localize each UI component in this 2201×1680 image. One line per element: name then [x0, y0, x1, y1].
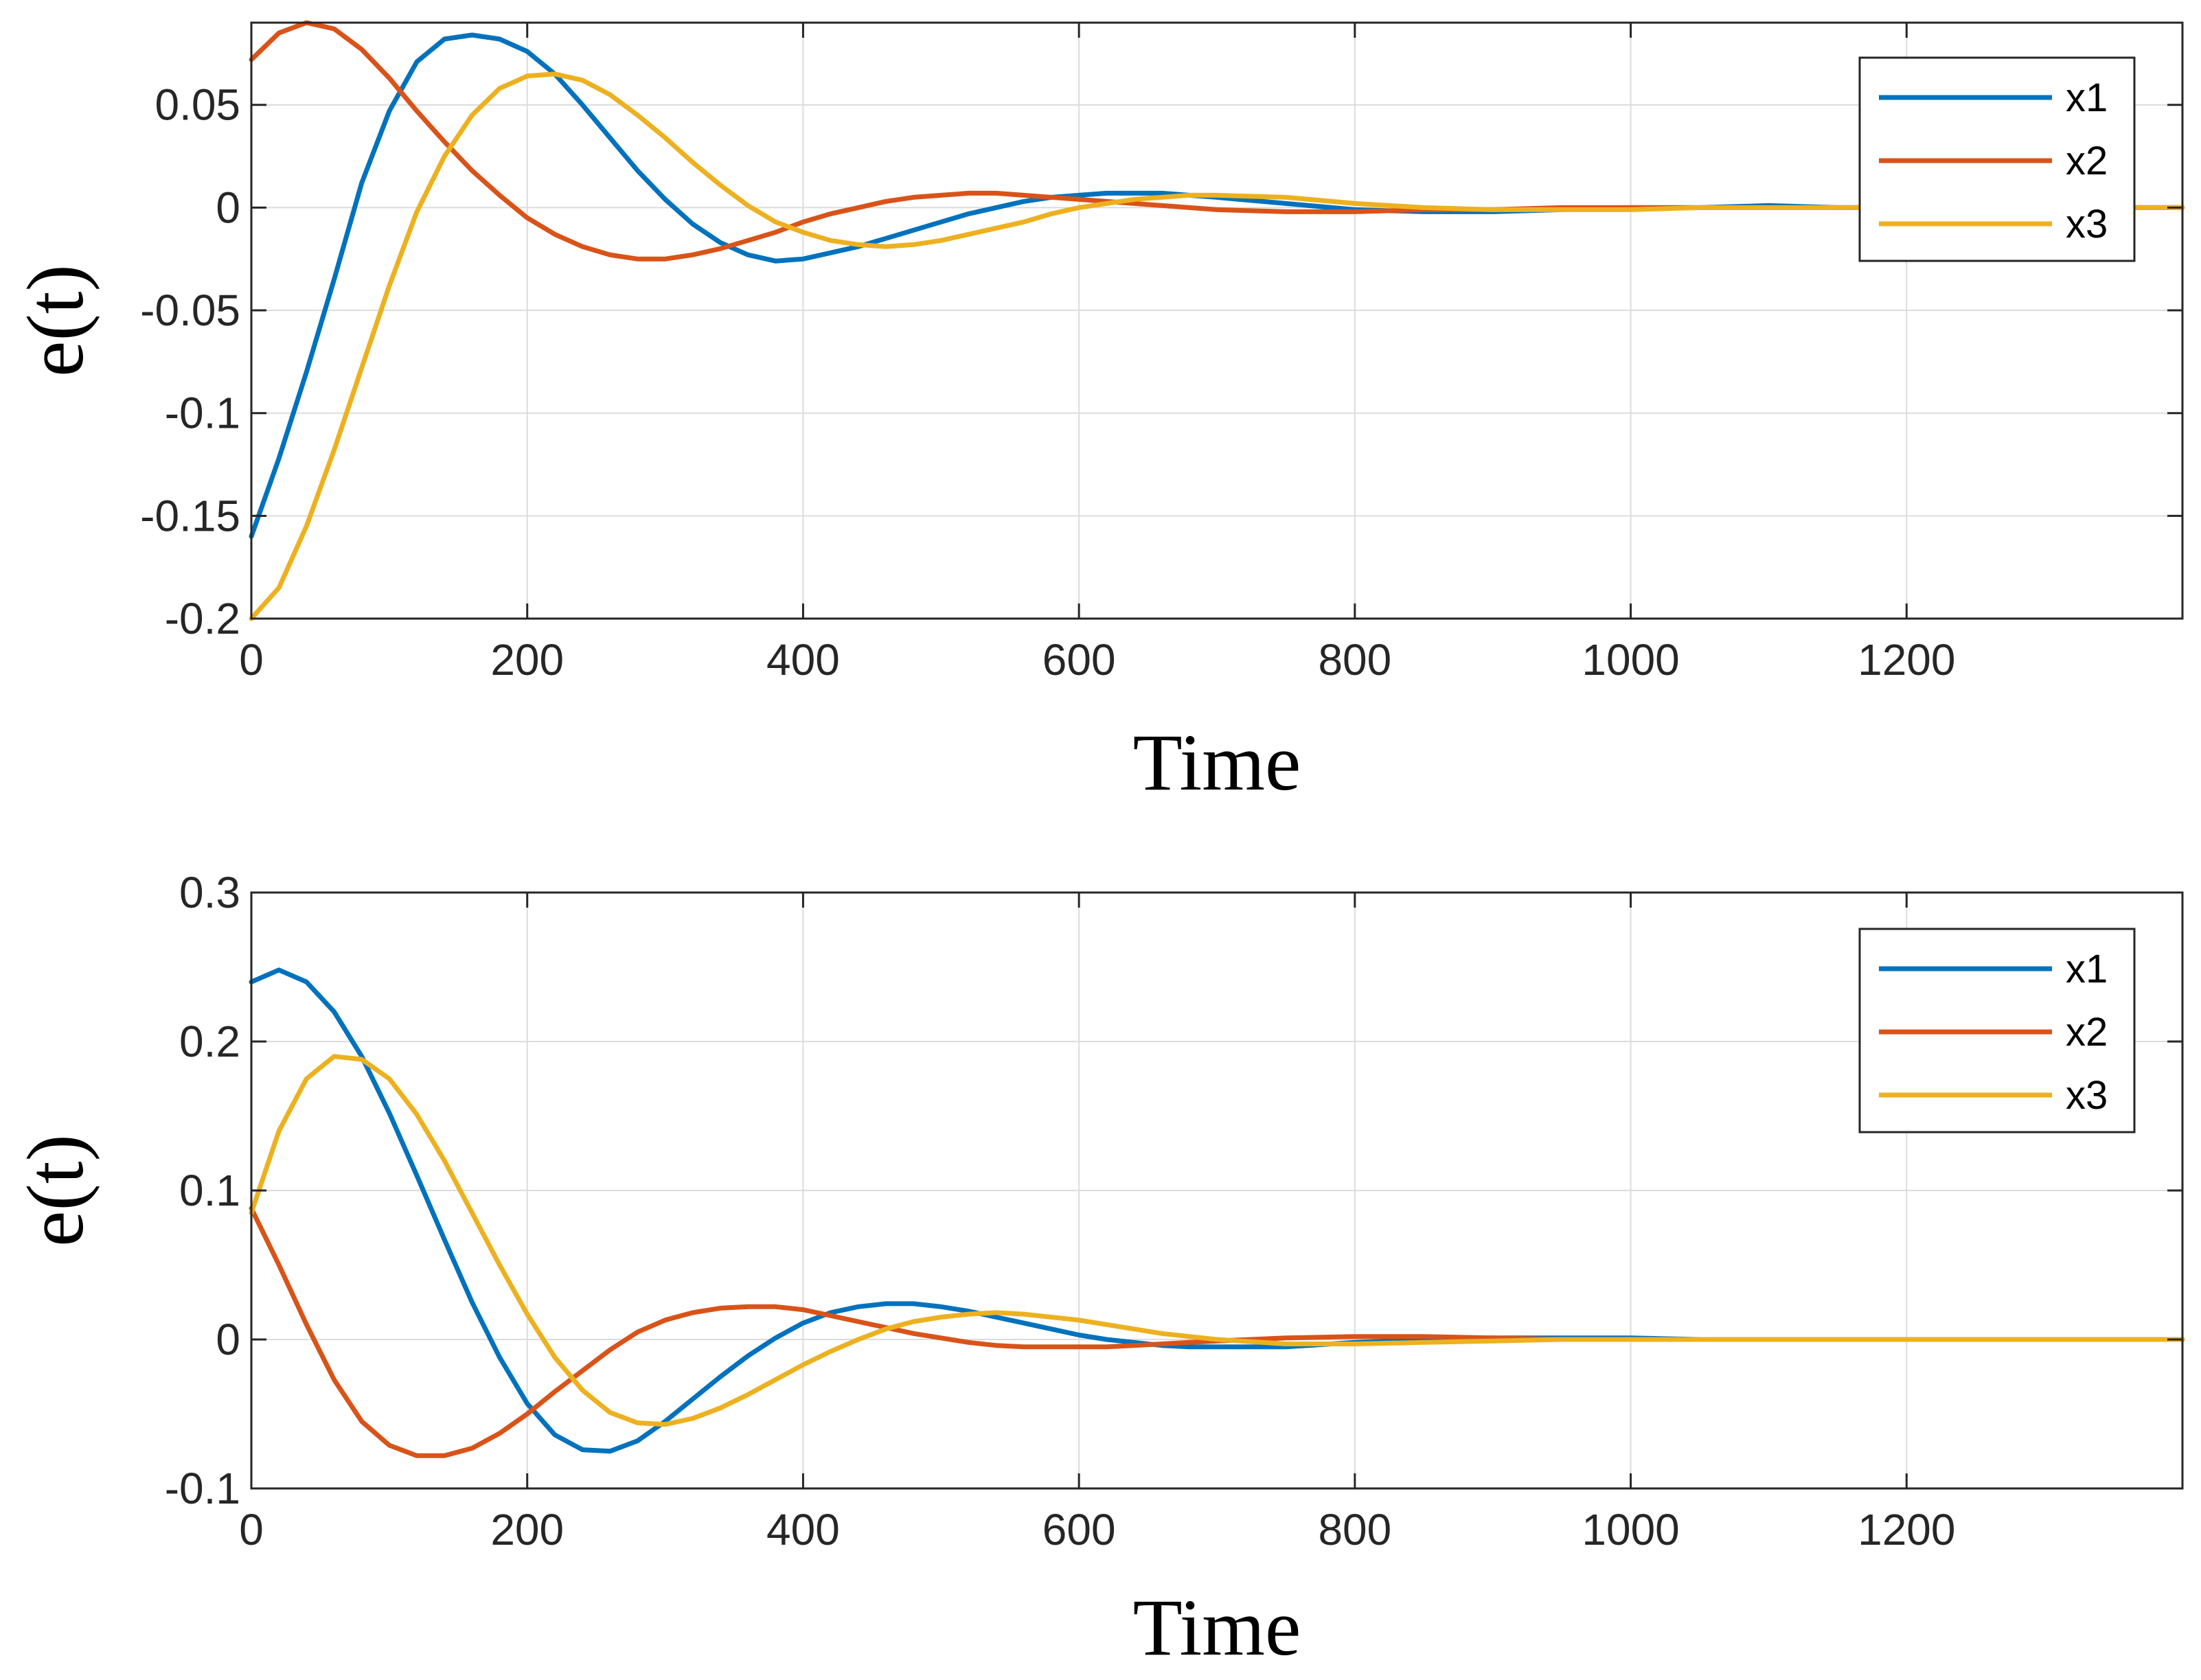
- legend-label-x1: x1: [2066, 947, 2108, 991]
- x-axis-label: Time: [1133, 1583, 1301, 1672]
- y-tick-label: 0.3: [179, 868, 240, 917]
- x-tick-label: 1000: [1582, 1505, 1679, 1554]
- x-tick-label: 1200: [1858, 635, 1955, 684]
- legend-label-x3: x3: [2066, 202, 2108, 246]
- legend-label-x1: x1: [2066, 76, 2108, 120]
- axes-frame: [250, 21, 2184, 620]
- legend: x1 x2 x3: [1858, 928, 2136, 1134]
- y-tick-label: 0.1: [179, 1166, 240, 1215]
- x-tick-label: 1000: [1582, 635, 1679, 684]
- series-line-x3: [249, 1054, 2185, 1427]
- x-tick-label: 600: [1042, 635, 1116, 684]
- x-tick-label: 800: [1318, 1505, 1391, 1554]
- x-tick-label: 1200: [1858, 1505, 1955, 1554]
- y-tick-label: 0: [216, 1315, 240, 1364]
- x-tick-label: 400: [766, 1505, 840, 1554]
- legend-label-x2: x2: [2066, 1010, 2108, 1055]
- series-line-x2: [249, 1206, 2185, 1458]
- bottom-plot: 0 200 400 600 800 1000 1200-0.100.10.20.3Timee…: [10, 868, 2185, 1672]
- y-tick-label: -0.15: [140, 491, 240, 540]
- y-axis-label: e(t): [10, 264, 100, 377]
- x-tick-label: 200: [490, 635, 564, 684]
- x-tick-label: 0: [239, 635, 264, 684]
- x-tick-label: 0: [239, 1505, 264, 1554]
- x-tick-label: 800: [1318, 635, 1391, 684]
- x-axis-label: Time: [1133, 717, 1301, 807]
- legend-label-x3: x3: [2066, 1073, 2108, 1118]
- y-tick-label: -0.05: [140, 286, 240, 335]
- top-plot: 0 200 400 600 800 1000 1200 -0.2 -0.15 -0.1 -0.05 0…: [10, 20, 2185, 807]
- y-tick-label: -0.2: [165, 594, 240, 643]
- y-tick-label: 0: [216, 183, 240, 232]
- y-tick-label: -0.1: [165, 1464, 240, 1513]
- x-tick-label: 600: [1042, 1505, 1116, 1554]
- y-tick-label: 0.05: [155, 80, 240, 130]
- x-tick-label: 200: [490, 1505, 564, 1554]
- y-axis-label: e(t): [10, 1134, 100, 1247]
- legend-label-x2: x2: [2066, 139, 2108, 183]
- y-tick-label: 0.2: [179, 1017, 240, 1066]
- legend: x1 x2 x3: [1858, 56, 2136, 262]
- series-line-x3: [249, 71, 2185, 621]
- y-tick-label: -0.1: [165, 389, 240, 438]
- x-tick-label: 400: [766, 635, 840, 684]
